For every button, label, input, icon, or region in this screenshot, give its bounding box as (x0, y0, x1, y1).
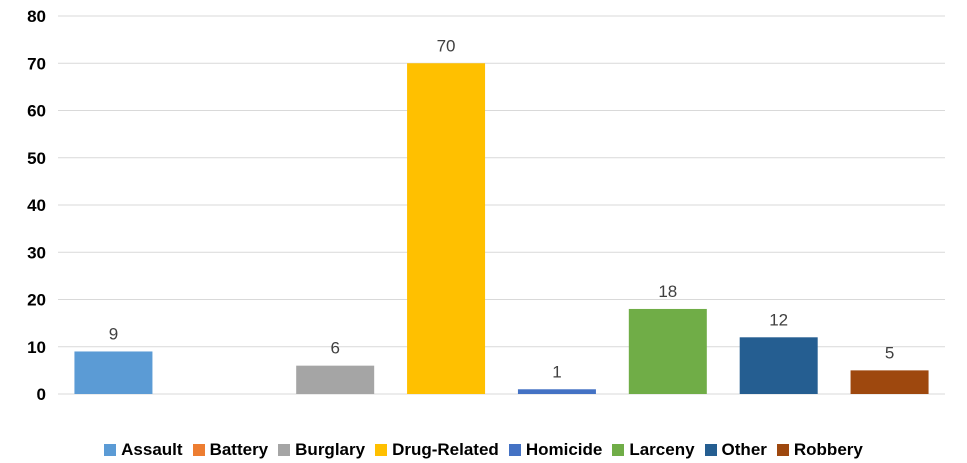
y-tick-label: 20 (27, 291, 46, 310)
y-tick-label: 50 (27, 149, 46, 168)
legend-item-assault: Assault (104, 440, 183, 460)
legend-label: Drug-Related (392, 440, 499, 459)
gridlines (58, 15, 945, 395)
legend-item-robbery: Robbery (776, 440, 863, 460)
bar-larceny (628, 308, 707, 394)
legend-swatch (704, 444, 717, 456)
bar-homicide (517, 389, 596, 394)
legend-label: Assault (121, 440, 183, 459)
legend-item-homicide: Homicide (508, 440, 603, 460)
bar-assault (74, 351, 153, 394)
legend-label: Burglary (295, 440, 366, 459)
legend-swatch (278, 444, 291, 456)
legend-item-burglary: Burglary (278, 440, 365, 460)
y-tick-label: 80 (27, 7, 46, 26)
y-tick-label: 30 (27, 243, 46, 262)
legend-swatch (192, 444, 205, 456)
bar-burglary (296, 365, 375, 394)
legend-item-larceny: Larceny (612, 440, 695, 460)
data-label-other: 12 (769, 310, 788, 329)
bar-robbery (850, 370, 929, 394)
legend-label: Robbery (793, 440, 863, 459)
y-tick-label: 70 (27, 54, 46, 73)
y-tick-label: 10 (27, 338, 46, 357)
bar-other (739, 337, 818, 394)
legend-swatch (612, 444, 625, 456)
legend-swatch (104, 444, 117, 456)
data-label-assault: 9 (109, 324, 118, 343)
bar-drug-related (407, 63, 486, 394)
legend-swatch (508, 444, 521, 456)
data-label-robbery: 5 (885, 343, 894, 362)
legend-label: Homicide (525, 440, 603, 459)
legend-label: Larceny (629, 440, 695, 459)
legend-item-battery: Battery (192, 440, 269, 460)
data-label-larceny: 18 (658, 282, 677, 301)
data-label-burglary: 6 (330, 339, 339, 358)
legend-label: Other (721, 440, 767, 459)
data-label-drug-related: 70 (437, 36, 456, 55)
legend-swatch (375, 444, 388, 456)
data-labels: 9 6 70 1 18 12 5 (109, 36, 895, 381)
legend-item-other: Other (704, 440, 767, 460)
legend: Assault Battery Burglary Drug-Related Homici… (0, 437, 967, 463)
legend-item-drug-related: Drug-Related (375, 440, 499, 460)
y-tick-label: 0 (37, 385, 46, 404)
legend-swatch (776, 444, 789, 456)
bars (74, 63, 929, 394)
legend-label: Battery (209, 440, 269, 459)
y-tick-label: 60 (27, 102, 46, 121)
y-axis-ticks: 0 10 20 30 40 50 60 70 80 (27, 7, 46, 404)
data-label-homicide: 1 (552, 362, 561, 381)
y-tick-label: 40 (27, 196, 46, 215)
